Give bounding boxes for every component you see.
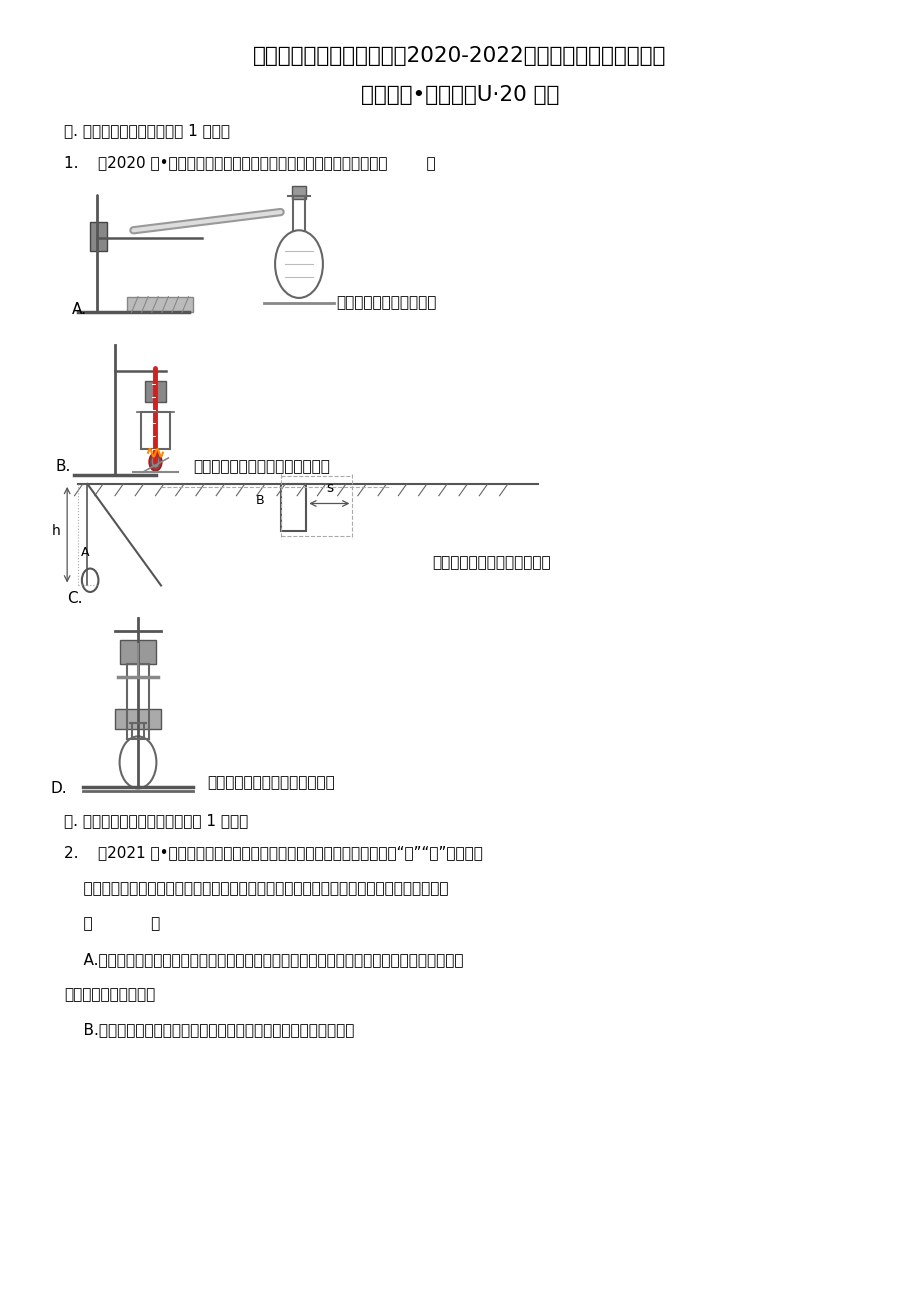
Text: （            ）: （ ） — [64, 916, 161, 932]
Bar — [90, 222, 107, 251]
Bar — [145, 381, 165, 402]
Bar — [115, 709, 161, 729]
Text: 试题汇编•选择题（U·20 题）: 试题汇编•选择题（U·20 题） — [360, 85, 559, 104]
Text: 乙图研究不同食物所含能量的多少: 乙图研究不同食物所含能量的多少 — [193, 459, 330, 475]
Text: 果顺序颠倒，就会影响实验效果或导致事故的发生。下列描述的操作中，先后顺序正确的是: 果顺序颠倒，就会影响实验效果或导致事故的发生。下列描述的操作中，先后顺序正确的是 — [64, 881, 448, 896]
Text: 丙图研究影响动能大小的因素: 丙图研究影响动能大小的因素 — [432, 556, 550, 571]
Text: A: A — [81, 546, 90, 559]
Text: 丁图研究影响酶催化作用的因素: 丁图研究影响酶催化作用的因素 — [207, 775, 335, 791]
Text: 2.    （2021 秋•滨江区期末）在科学实验和生活中，有许多涉及操作上的“先”“后”问题，如: 2. （2021 秋•滨江区期末）在科学实验和生活中，有许多涉及操作上的“先”“… — [64, 846, 482, 861]
Circle shape — [151, 455, 160, 468]
Bar — [291, 186, 306, 199]
Bar — [119, 640, 156, 664]
Text: D.: D. — [51, 781, 67, 796]
Text: 一. 科学探究的基本方法（共 1 小题）: 一. 科学探究的基本方法（共 1 小题） — [64, 124, 230, 139]
Text: 浙江省杭州市滨江区三年（2020-2022）九年级上学期期末科学: 浙江省杭州市滨江区三年（2020-2022）九年级上学期期末科学 — [253, 46, 666, 65]
Circle shape — [149, 453, 162, 471]
Text: B.氢气还原氧化铜时，先对装有氧化铜的试管加热，然后通入氢气: B.氢气还原氧化铜时，先对装有氧化铜的试管加热，然后通入氢气 — [64, 1023, 355, 1038]
Text: 二. 实验操作注意事项的探究（共 1 小题）: 二. 实验操作注意事项的探究（共 1 小题） — [64, 813, 248, 829]
Text: C.: C. — [67, 591, 83, 606]
Text: A.: A. — [72, 302, 86, 317]
Text: 甲图研究氢气还原氧化铜: 甲图研究氢气还原氧化铜 — [335, 295, 436, 311]
Text: s: s — [325, 481, 333, 494]
Bar — [127, 297, 193, 312]
Text: A.探究温度对唾液淀粉酶催化作用的影响时，先将唾液和淀粉溶液混合并等分为若干份，然后: A.探究温度对唾液淀粉酶催化作用的影响时，先将唾液和淀粉溶液混合并等分为若干份，… — [64, 952, 463, 968]
Text: B: B — [255, 494, 265, 507]
Bar — [280, 484, 306, 531]
Text: B.: B. — [55, 459, 71, 475]
Text: 1.    （2020 秋•滨江区期末）下列课本实验中，没有用到转换法的是（        ）: 1. （2020 秋•滨江区期末）下列课本实验中，没有用到转换法的是（ ） — [64, 155, 436, 170]
Text: h: h — [51, 524, 61, 537]
Bar — [141, 412, 170, 449]
Text: 分别在不同温度下水浴: 分别在不同温度下水浴 — [64, 987, 155, 1003]
